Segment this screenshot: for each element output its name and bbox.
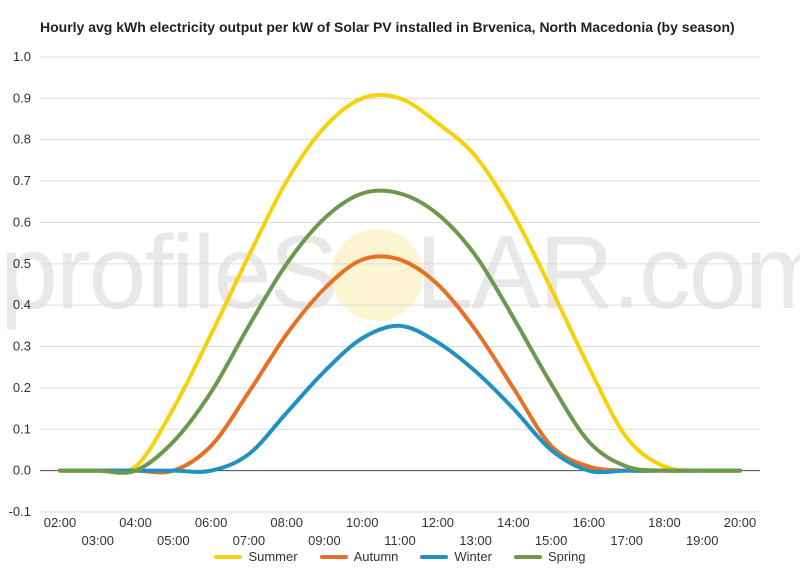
y-tick-label: 0.6 <box>13 214 31 229</box>
x-tick-label: 12:00 <box>422 515 455 530</box>
legend-item-winter: Winter <box>420 549 492 564</box>
x-tick-label: 03:00 <box>82 533 115 545</box>
y-axis-ticks: 1.0 0.9 0.8 0.7 0.6 0.5 0.4 0.3 0.2 0.1 0.0 -0.1 <box>9 49 31 519</box>
y-tick-label: 0.0 <box>13 463 31 478</box>
series-line-summer <box>58 93 742 475</box>
x-tick-label: 16:00 <box>573 515 606 530</box>
legend-label: Winter <box>454 549 492 564</box>
legend-swatch <box>513 554 542 559</box>
legend-item-autumn: Autumn <box>319 549 399 564</box>
x-tick-label: 17:00 <box>610 533 643 545</box>
series-line-autumn <box>58 254 742 475</box>
chart-title: Hourly avg kWh electricity output per kW… <box>40 19 735 35</box>
series-line-spring <box>58 188 742 475</box>
legend-label: Autumn <box>353 549 399 564</box>
legend-label: Spring <box>547 549 586 564</box>
x-tick-label: 19:00 <box>686 533 719 545</box>
x-tick-label: 20:00 <box>724 515 757 530</box>
legend-label: Summer <box>248 549 298 564</box>
x-tick-label: 05:00 <box>157 533 190 545</box>
x-tick-label: 14:00 <box>497 515 530 530</box>
series-lines <box>58 93 742 475</box>
x-tick-label: 02:00 <box>44 515 77 530</box>
y-tick-label: 0.4 <box>13 297 31 312</box>
legend-item-spring: Spring <box>513 549 586 564</box>
x-tick-label: 09:00 <box>308 533 341 545</box>
y-tick-label: -0.1 <box>9 504 31 519</box>
legend-item-summer: Summer <box>214 549 298 564</box>
x-tick-label: 08:00 <box>270 515 303 530</box>
x-tick-label: 13:00 <box>459 533 492 545</box>
grid-lines <box>40 56 760 513</box>
x-tick-label: 15:00 <box>535 533 568 545</box>
watermark-sun-icon <box>331 229 423 321</box>
legend-swatch <box>420 554 449 559</box>
watermark-logo: profileSOLAR.com <box>0 215 800 331</box>
x-tick-label: 04:00 <box>119 515 152 530</box>
y-tick-label: 0.3 <box>13 339 31 354</box>
x-tick-label: 07:00 <box>233 533 266 545</box>
x-axis-ticks: 02:00 03:00 04:00 05:00 06:00 07:00 08:00 09:00… <box>44 515 757 545</box>
series-line-winter <box>58 323 742 475</box>
y-tick-label: 0.9 <box>13 90 31 105</box>
line-chart: 1.0 0.9 0.8 0.7 0.6 0.5 0.4 0.3 0.2 0.1 0.0 -0.1 02… <box>9 49 760 545</box>
y-tick-label: 0.8 <box>13 132 31 147</box>
legend-swatch <box>214 554 243 559</box>
x-tick-label: 11:00 <box>384 533 416 545</box>
y-tick-label: 0.1 <box>13 421 31 436</box>
y-tick-label: 1.0 <box>13 49 31 64</box>
x-tick-label: 06:00 <box>195 515 228 530</box>
legend-swatch <box>319 554 348 559</box>
y-tick-label: 0.7 <box>13 173 31 188</box>
watermark-text: profileSOLAR.com <box>0 220 800 330</box>
legend: Summer Autumn Winter Spring <box>0 549 800 564</box>
y-tick-label: 0.2 <box>13 380 31 395</box>
y-tick-label: 0.5 <box>13 256 31 271</box>
x-tick-label: 18:00 <box>648 515 681 530</box>
x-tick-label: 10:00 <box>346 515 379 530</box>
